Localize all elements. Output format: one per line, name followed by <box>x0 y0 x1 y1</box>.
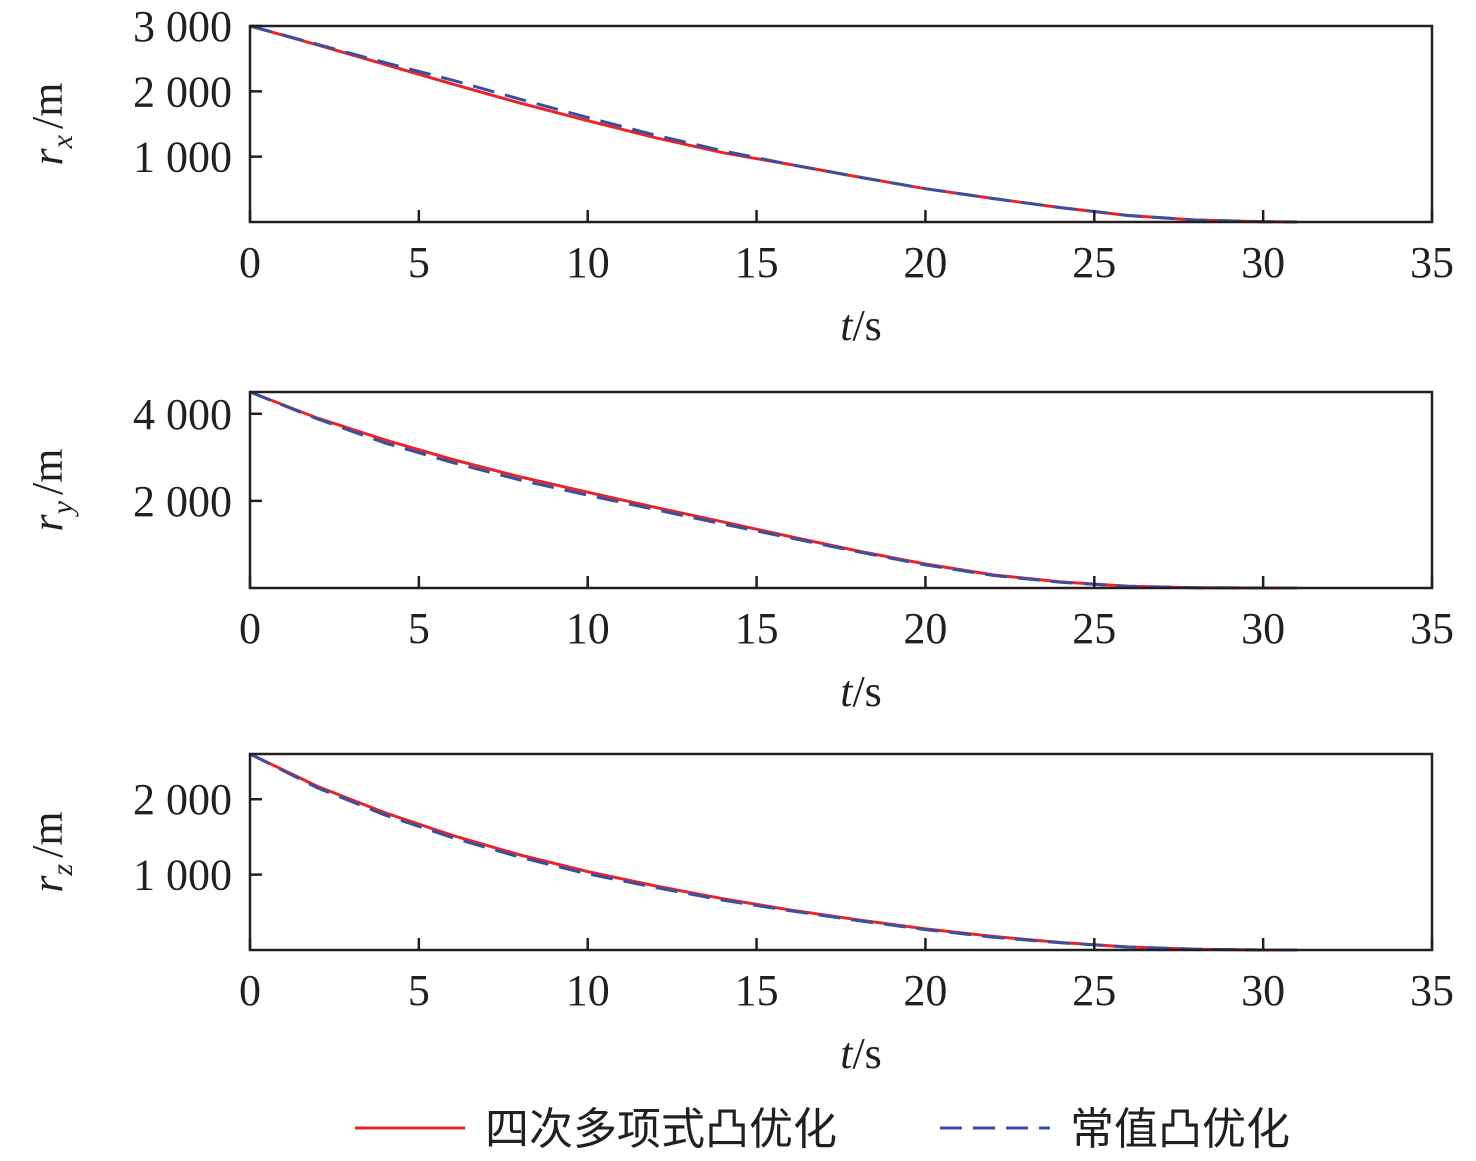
series-line-constant <box>249 24 1297 224</box>
panel-2: 0 5 10 15 20 25 30 35 2 000 4 000 t/s ry/m <box>23 390 1454 716</box>
x-tick-label: 35 <box>1410 238 1454 287</box>
plot-frame <box>248 390 1434 590</box>
x-tick-label: 25 <box>1072 238 1116 287</box>
x-axis-var: t <box>840 667 854 716</box>
y-tick-label: 3 000 <box>133 2 232 51</box>
series-line-quartic-polynomial <box>249 390 1297 590</box>
y-axis-label: rx/m <box>23 83 79 166</box>
y-tick-label: 1 000 <box>133 133 232 182</box>
plot-frame <box>248 24 1434 224</box>
x-tick-label: 0 <box>239 238 261 287</box>
x-tick-label: 10 <box>566 238 610 287</box>
x-tick-label: 20 <box>903 966 947 1015</box>
y-tick-label: 1 000 <box>133 851 232 900</box>
legend-item-quartic-polynomial: 四次多项式凸优化 <box>355 1104 837 1155</box>
y-axis-var: r <box>23 513 72 531</box>
y-axis-subscript: x <box>46 134 79 149</box>
x-tick-label: 30 <box>1241 966 1285 1015</box>
y-tick-label: 2 000 <box>133 775 232 824</box>
legend: 四次多项式凸优化 常值凸优化 <box>355 1104 1290 1155</box>
plot-frame <box>248 752 1434 952</box>
panel-1: 0 5 10 15 20 25 30 35 1 000 2 000 3 000 t/s rx/m <box>23 2 1454 350</box>
x-axis-unit: /s <box>852 1029 881 1078</box>
x-tick-label: 30 <box>1241 238 1285 287</box>
x-tick-label: 5 <box>408 604 430 653</box>
y-axis-label: rz/m <box>23 811 79 892</box>
x-tick-label: 15 <box>735 604 779 653</box>
y-axis-unit: /m <box>23 83 72 129</box>
x-axis-label: t/s <box>840 301 882 350</box>
x-tick-label: 35 <box>1410 604 1454 653</box>
x-axis-unit: /s <box>852 667 881 716</box>
x-tick-label: 30 <box>1241 604 1285 653</box>
y-axis-var: r <box>23 875 72 893</box>
x-tick-label: 35 <box>1410 966 1454 1015</box>
x-axis-label: t/s <box>840 1029 882 1078</box>
legend-label: 常值凸优化 <box>1070 1104 1290 1155</box>
x-axis-var: t <box>840 301 854 350</box>
x-axis-var: t <box>840 1029 854 1078</box>
series-line-quartic-polynomial <box>249 752 1297 952</box>
x-tick-label: 25 <box>1072 966 1116 1015</box>
x-tick-label: 20 <box>903 238 947 287</box>
y-axis-label: ry/m <box>23 449 79 532</box>
x-tick-label: 0 <box>239 604 261 653</box>
x-tick-label: 20 <box>903 604 947 653</box>
x-tick-label: 0 <box>239 966 261 1015</box>
x-tick-label: 10 <box>566 604 610 653</box>
y-axis-unit: /m <box>23 449 72 495</box>
series-line-constant <box>249 390 1297 590</box>
y-axis-subscript: y <box>46 500 79 517</box>
x-tick-label: 5 <box>408 238 430 287</box>
series-line-quartic-polynomial <box>249 24 1297 224</box>
y-axis-var: r <box>23 147 72 165</box>
x-tick-label: 15 <box>735 238 779 287</box>
y-tick-label: 2 000 <box>133 67 232 116</box>
y-axis-subscript: z <box>46 864 79 877</box>
x-axis-label: t/s <box>840 667 882 716</box>
y-tick-label: 2 000 <box>133 477 232 526</box>
x-tick-label: 10 <box>566 966 610 1015</box>
x-tick-label: 25 <box>1072 604 1116 653</box>
y-tick-label: 4 000 <box>133 390 232 439</box>
panel-3: 0 5 10 15 20 25 30 35 1 000 2 000 t/s rz/m <box>23 752 1454 1078</box>
legend-label: 四次多项式凸优化 <box>485 1104 837 1155</box>
x-tick-label: 15 <box>735 966 779 1015</box>
series-line-constant <box>249 752 1297 952</box>
x-tick-label: 5 <box>408 966 430 1015</box>
legend-item-constant: 常值凸优化 <box>940 1104 1290 1155</box>
x-axis-unit: /s <box>852 301 881 350</box>
y-axis-unit: /m <box>23 811 72 857</box>
